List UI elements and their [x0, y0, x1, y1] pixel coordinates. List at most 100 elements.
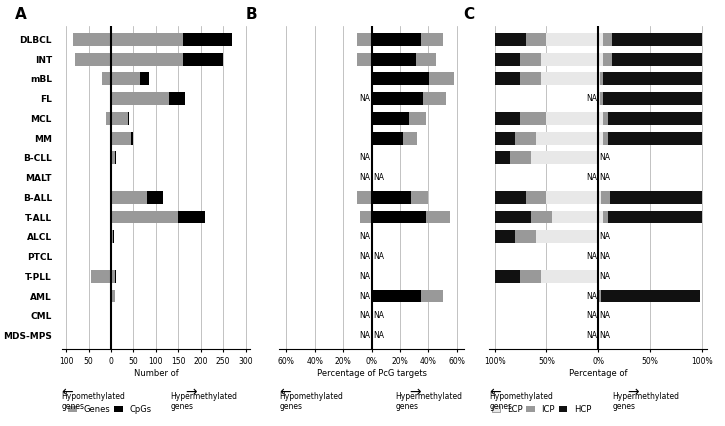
- Legend: LCP, ICP, HCP: LCP, ICP, HCP: [489, 403, 594, 416]
- X-axis label: Percentage of PcG targets: Percentage of PcG targets: [317, 369, 426, 378]
- Text: C: C: [463, 7, 474, 22]
- Bar: [598, 112, 603, 125]
- Bar: [106, 112, 111, 125]
- Bar: [371, 72, 429, 85]
- Text: NA: NA: [359, 232, 370, 241]
- Bar: [526, 191, 547, 204]
- X-axis label: Number of: Number of: [133, 369, 178, 378]
- Text: Hypermethylated
genes: Hypermethylated genes: [395, 391, 462, 411]
- Text: NA: NA: [599, 153, 610, 162]
- Bar: [608, 112, 702, 125]
- Text: Hypomethylated
genes: Hypomethylated genes: [279, 391, 343, 411]
- Bar: [111, 151, 115, 164]
- Bar: [357, 53, 371, 66]
- Bar: [72, 33, 111, 46]
- Bar: [494, 112, 521, 125]
- Bar: [603, 112, 608, 125]
- Text: ←: ←: [489, 385, 501, 399]
- Bar: [371, 191, 411, 204]
- Bar: [128, 112, 129, 125]
- Bar: [111, 132, 131, 144]
- Text: B: B: [246, 7, 257, 22]
- Text: →: →: [185, 385, 196, 399]
- Bar: [598, 72, 600, 85]
- Bar: [371, 72, 454, 85]
- Bar: [603, 132, 608, 144]
- Text: NA: NA: [359, 311, 370, 320]
- Bar: [371, 33, 421, 46]
- Text: NA: NA: [373, 331, 384, 340]
- Text: NA: NA: [586, 291, 597, 300]
- Bar: [494, 151, 510, 164]
- Bar: [178, 210, 205, 224]
- Bar: [494, 72, 521, 85]
- Bar: [111, 53, 183, 66]
- Text: NA: NA: [586, 311, 597, 320]
- Bar: [521, 72, 541, 85]
- Bar: [75, 53, 111, 66]
- Text: NA: NA: [373, 173, 384, 182]
- Bar: [131, 132, 133, 144]
- Bar: [536, 132, 598, 144]
- Text: NA: NA: [599, 173, 610, 182]
- Bar: [536, 230, 598, 243]
- Bar: [598, 53, 603, 66]
- Text: NA: NA: [586, 94, 597, 103]
- Bar: [603, 53, 612, 66]
- Bar: [598, 290, 601, 302]
- Bar: [526, 33, 547, 46]
- Bar: [140, 72, 149, 85]
- Bar: [494, 270, 521, 283]
- Bar: [547, 33, 598, 46]
- Bar: [111, 230, 113, 243]
- Text: Hypomethylated
genes: Hypomethylated genes: [489, 391, 553, 411]
- Bar: [111, 191, 147, 204]
- Bar: [371, 53, 436, 66]
- Text: NA: NA: [373, 311, 384, 320]
- Text: Hypermethylated
genes: Hypermethylated genes: [613, 391, 679, 411]
- Text: NA: NA: [586, 331, 597, 340]
- X-axis label: Percentage of: Percentage of: [569, 369, 627, 378]
- Bar: [601, 290, 700, 302]
- Bar: [147, 191, 162, 204]
- Bar: [600, 92, 603, 105]
- Text: A: A: [14, 7, 26, 22]
- Bar: [170, 92, 185, 105]
- Bar: [612, 33, 702, 46]
- Text: ←: ←: [279, 385, 291, 399]
- Bar: [541, 72, 598, 85]
- Bar: [111, 92, 170, 105]
- Bar: [115, 151, 116, 164]
- Bar: [541, 270, 598, 283]
- Bar: [494, 191, 526, 204]
- Text: →: →: [410, 385, 421, 399]
- Bar: [608, 132, 702, 144]
- Bar: [113, 230, 114, 243]
- Text: NA: NA: [599, 331, 610, 340]
- Legend: Genes, CpGs: Genes, CpGs: [66, 403, 154, 416]
- Bar: [91, 270, 111, 283]
- Bar: [598, 191, 601, 204]
- Bar: [111, 210, 178, 224]
- Bar: [598, 132, 603, 144]
- Bar: [371, 132, 417, 144]
- Text: Hypomethylated
genes: Hypomethylated genes: [62, 391, 125, 411]
- Bar: [608, 210, 702, 224]
- Text: NA: NA: [599, 311, 610, 320]
- Bar: [515, 230, 536, 243]
- Bar: [494, 132, 515, 144]
- Bar: [371, 290, 421, 302]
- Text: NA: NA: [359, 173, 370, 182]
- Text: NA: NA: [359, 291, 370, 300]
- Text: NA: NA: [599, 252, 610, 261]
- Bar: [115, 270, 117, 283]
- Bar: [360, 210, 371, 224]
- Bar: [600, 72, 603, 85]
- Bar: [494, 53, 521, 66]
- Bar: [521, 270, 541, 283]
- Bar: [371, 92, 423, 105]
- Text: NA: NA: [359, 153, 370, 162]
- Bar: [371, 210, 450, 224]
- Bar: [357, 191, 371, 204]
- Bar: [494, 230, 515, 243]
